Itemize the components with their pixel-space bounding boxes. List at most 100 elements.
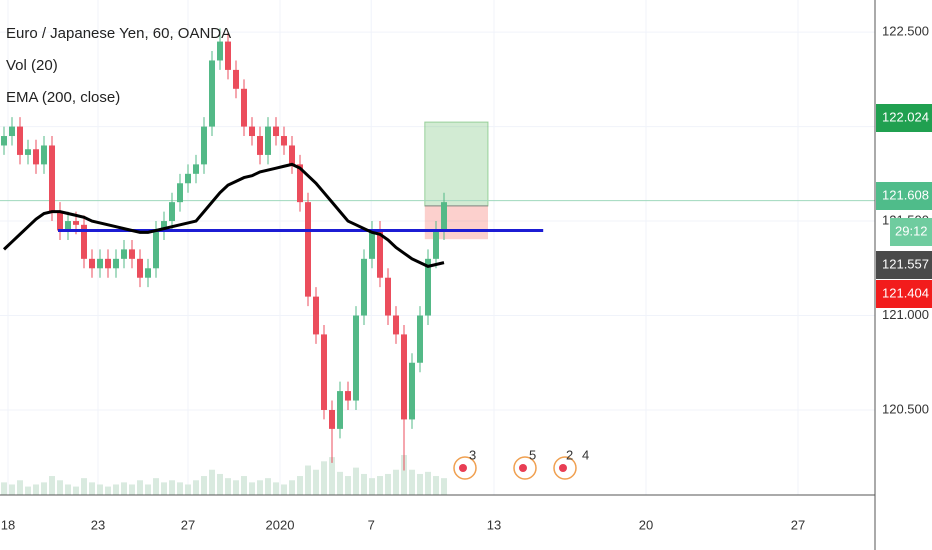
candle-body [385,277,391,316]
candle-body [393,315,399,335]
candle-body [169,202,175,222]
legend-item: EMA (200, close) [6,89,120,106]
candle-body [257,136,263,155]
volume-bar [225,478,231,495]
x-tick-label: 18 [1,517,15,532]
volume-bar [233,480,239,495]
candle-body [1,136,7,146]
price-tag [876,182,932,210]
volume-bar [49,476,55,495]
event-label: 5 [529,447,536,462]
candle-body [57,211,63,231]
volume-bar [89,482,95,495]
candle-body [401,334,407,420]
candle-body [201,126,207,165]
candle-body [409,362,415,420]
volume-bar [193,480,199,495]
candle-body [441,202,447,231]
candle-body [249,126,255,137]
volume-bar [385,473,391,495]
volume-bar [217,473,223,495]
volume-bar [177,482,183,495]
candle-body [329,409,335,429]
candle-body [233,69,239,89]
volume-bar [137,480,143,495]
event-dot [459,464,467,472]
x-tick-label: 27 [791,517,805,532]
volume-bar [321,461,327,495]
y-tick-label: 121.000 [882,307,929,322]
candle-body [177,183,183,203]
candle-body [97,258,103,269]
volume-bar [337,471,343,495]
candle-body [273,126,279,137]
volume-bar [377,476,383,495]
volume-bar [201,476,207,495]
volume-bar [129,484,135,495]
volume-bar [305,465,311,495]
x-tick-label: 23 [91,517,105,532]
candle-body [81,224,87,259]
candle-body [145,268,151,278]
volume-bar [249,482,255,495]
volume-bar [345,476,351,495]
candle-body [137,258,143,278]
candle-body [105,258,111,269]
price-tag-label: 122.024 [882,109,929,124]
candle-body [361,258,367,316]
volume-bar [113,484,119,495]
candle-body [241,88,247,127]
volume-bar [297,476,303,495]
volume-bar [65,484,71,495]
volume-bar [17,480,23,495]
x-tick-label: 2020 [266,517,295,532]
candle-body [289,145,295,165]
volume-bar [105,486,111,495]
volume-bar [121,482,127,495]
candle-body [417,315,423,363]
target-zone [424,121,489,207]
candle-body [89,258,95,269]
event-dot [519,464,527,472]
price-tag-label: 121.404 [882,285,929,300]
event-label: 2 [566,447,573,462]
candle-body [121,249,127,259]
volume-bar [361,473,367,495]
x-tick-label: 27 [181,517,195,532]
event-dot [559,464,567,472]
volume-bar [369,478,375,495]
volume-bar [417,473,423,495]
candle-body [65,221,71,231]
volume-bar [153,478,159,495]
candle-body [17,126,23,155]
ema-line [2,162,445,268]
legend-item: Vol (20) [6,57,58,74]
volume-bar [329,457,335,495]
volume-bar [393,469,399,495]
candle-body [185,173,191,184]
volume-bar [57,480,63,495]
volume-bar [81,478,87,495]
legend-title: Euro / Japanese Yen, 60, OANDA [6,25,231,42]
volume-bar [273,482,279,495]
price-tag [890,218,932,246]
volume-bar [1,482,7,495]
candle-body [73,221,79,225]
volume-bar [209,469,215,495]
volume-bar [41,482,47,495]
candle-body [129,249,135,259]
price-tag-label: 121.557 [882,256,929,271]
candle-body [33,149,39,165]
volume-bar [401,455,407,495]
candle-body [305,202,311,297]
candle-body [265,126,271,155]
candle-body [425,258,431,316]
volume-bar [425,471,431,495]
candle-body [297,164,303,203]
candle-body [313,296,319,335]
candle-body [209,60,215,127]
y-tick-label: 122.500 [882,24,929,39]
candle-body [433,230,439,259]
x-tick-label: 7 [368,517,375,532]
volume-bar [281,484,287,495]
